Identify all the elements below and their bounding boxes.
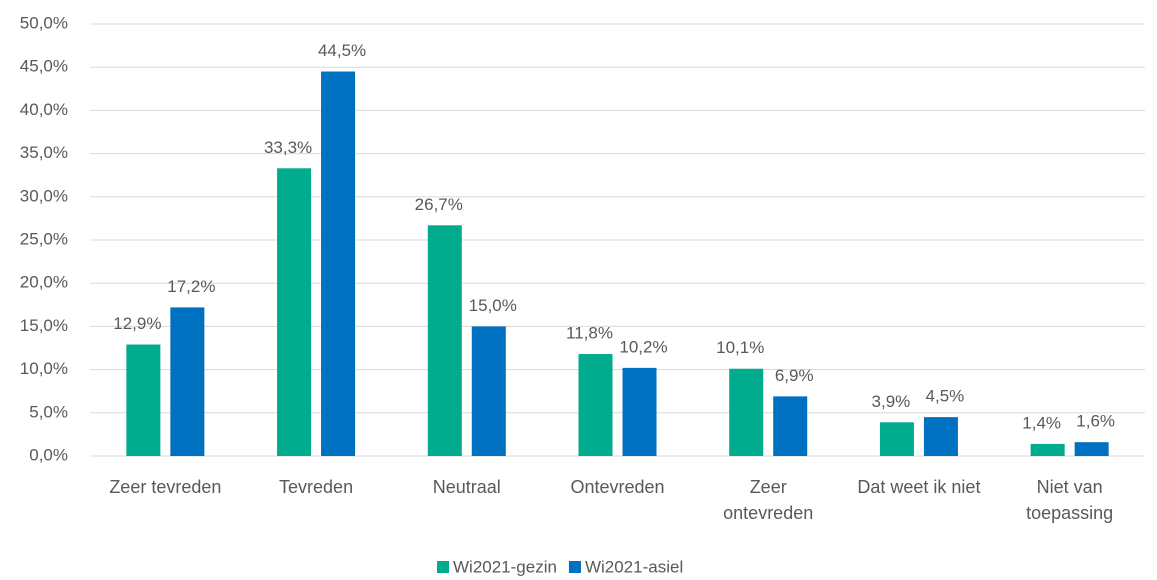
y-tick-label: 40,0%: [20, 100, 68, 119]
legend-swatch: [437, 561, 449, 573]
bar: [1030, 443, 1065, 456]
value-label: 17,2%: [167, 277, 215, 296]
y-tick-label: 10,0%: [20, 359, 68, 378]
bar: [1074, 442, 1109, 456]
y-tick-label: 15,0%: [20, 316, 68, 335]
bar: [773, 396, 808, 456]
value-label: 12,9%: [113, 314, 161, 333]
value-label: 10,1%: [716, 338, 764, 357]
bar: [729, 368, 764, 456]
value-label: 1,6%: [1076, 412, 1115, 431]
bar: [170, 307, 205, 456]
legend-swatch: [568, 561, 581, 573]
value-label: 26,7%: [415, 195, 463, 214]
bar: [578, 354, 613, 456]
y-tick-label: 0,0%: [29, 445, 68, 464]
legend-label: Wi2021-gezin: [453, 557, 557, 576]
x-tick-label: Tevreden: [279, 477, 354, 497]
legend-label: Wi2021-asiel: [585, 557, 683, 576]
x-tick-label: Niet van toepassing: [1026, 477, 1114, 523]
x-tick-label: Zeer ontevreden: [723, 477, 814, 523]
bar: [471, 326, 506, 456]
value-label: 1,4%: [1022, 413, 1061, 432]
bar: [879, 422, 914, 456]
y-tick-label: 25,0%: [20, 229, 68, 248]
y-tick-label: 30,0%: [20, 186, 68, 205]
y-tick-label: 5,0%: [29, 402, 68, 421]
bar: [321, 71, 356, 457]
bar: [923, 417, 958, 456]
value-label: 3,9%: [872, 392, 911, 411]
y-tick-label: 20,0%: [20, 273, 68, 292]
value-label: 4,5%: [926, 387, 965, 406]
x-tick-label: Zeer tevreden: [109, 477, 222, 497]
y-tick-label: 50,0%: [20, 13, 68, 32]
value-label: 15,0%: [469, 296, 517, 315]
bar: [126, 344, 161, 456]
bar: [427, 225, 462, 456]
y-tick-label: 35,0%: [20, 143, 68, 162]
value-label: 44,5%: [318, 41, 366, 60]
value-label: 10,2%: [619, 337, 667, 356]
x-tick-label: Dat weet ik niet: [857, 477, 981, 497]
x-tick-label: Neutraal: [432, 477, 501, 497]
value-label: 6,9%: [775, 366, 814, 385]
value-label: 33,3%: [264, 138, 312, 157]
y-tick-label: 45,0%: [20, 57, 68, 76]
bar: [622, 367, 657, 456]
value-label: 11,8%: [566, 324, 613, 343]
x-tick-label: Ontevreden: [570, 477, 665, 497]
bar: [277, 168, 312, 456]
